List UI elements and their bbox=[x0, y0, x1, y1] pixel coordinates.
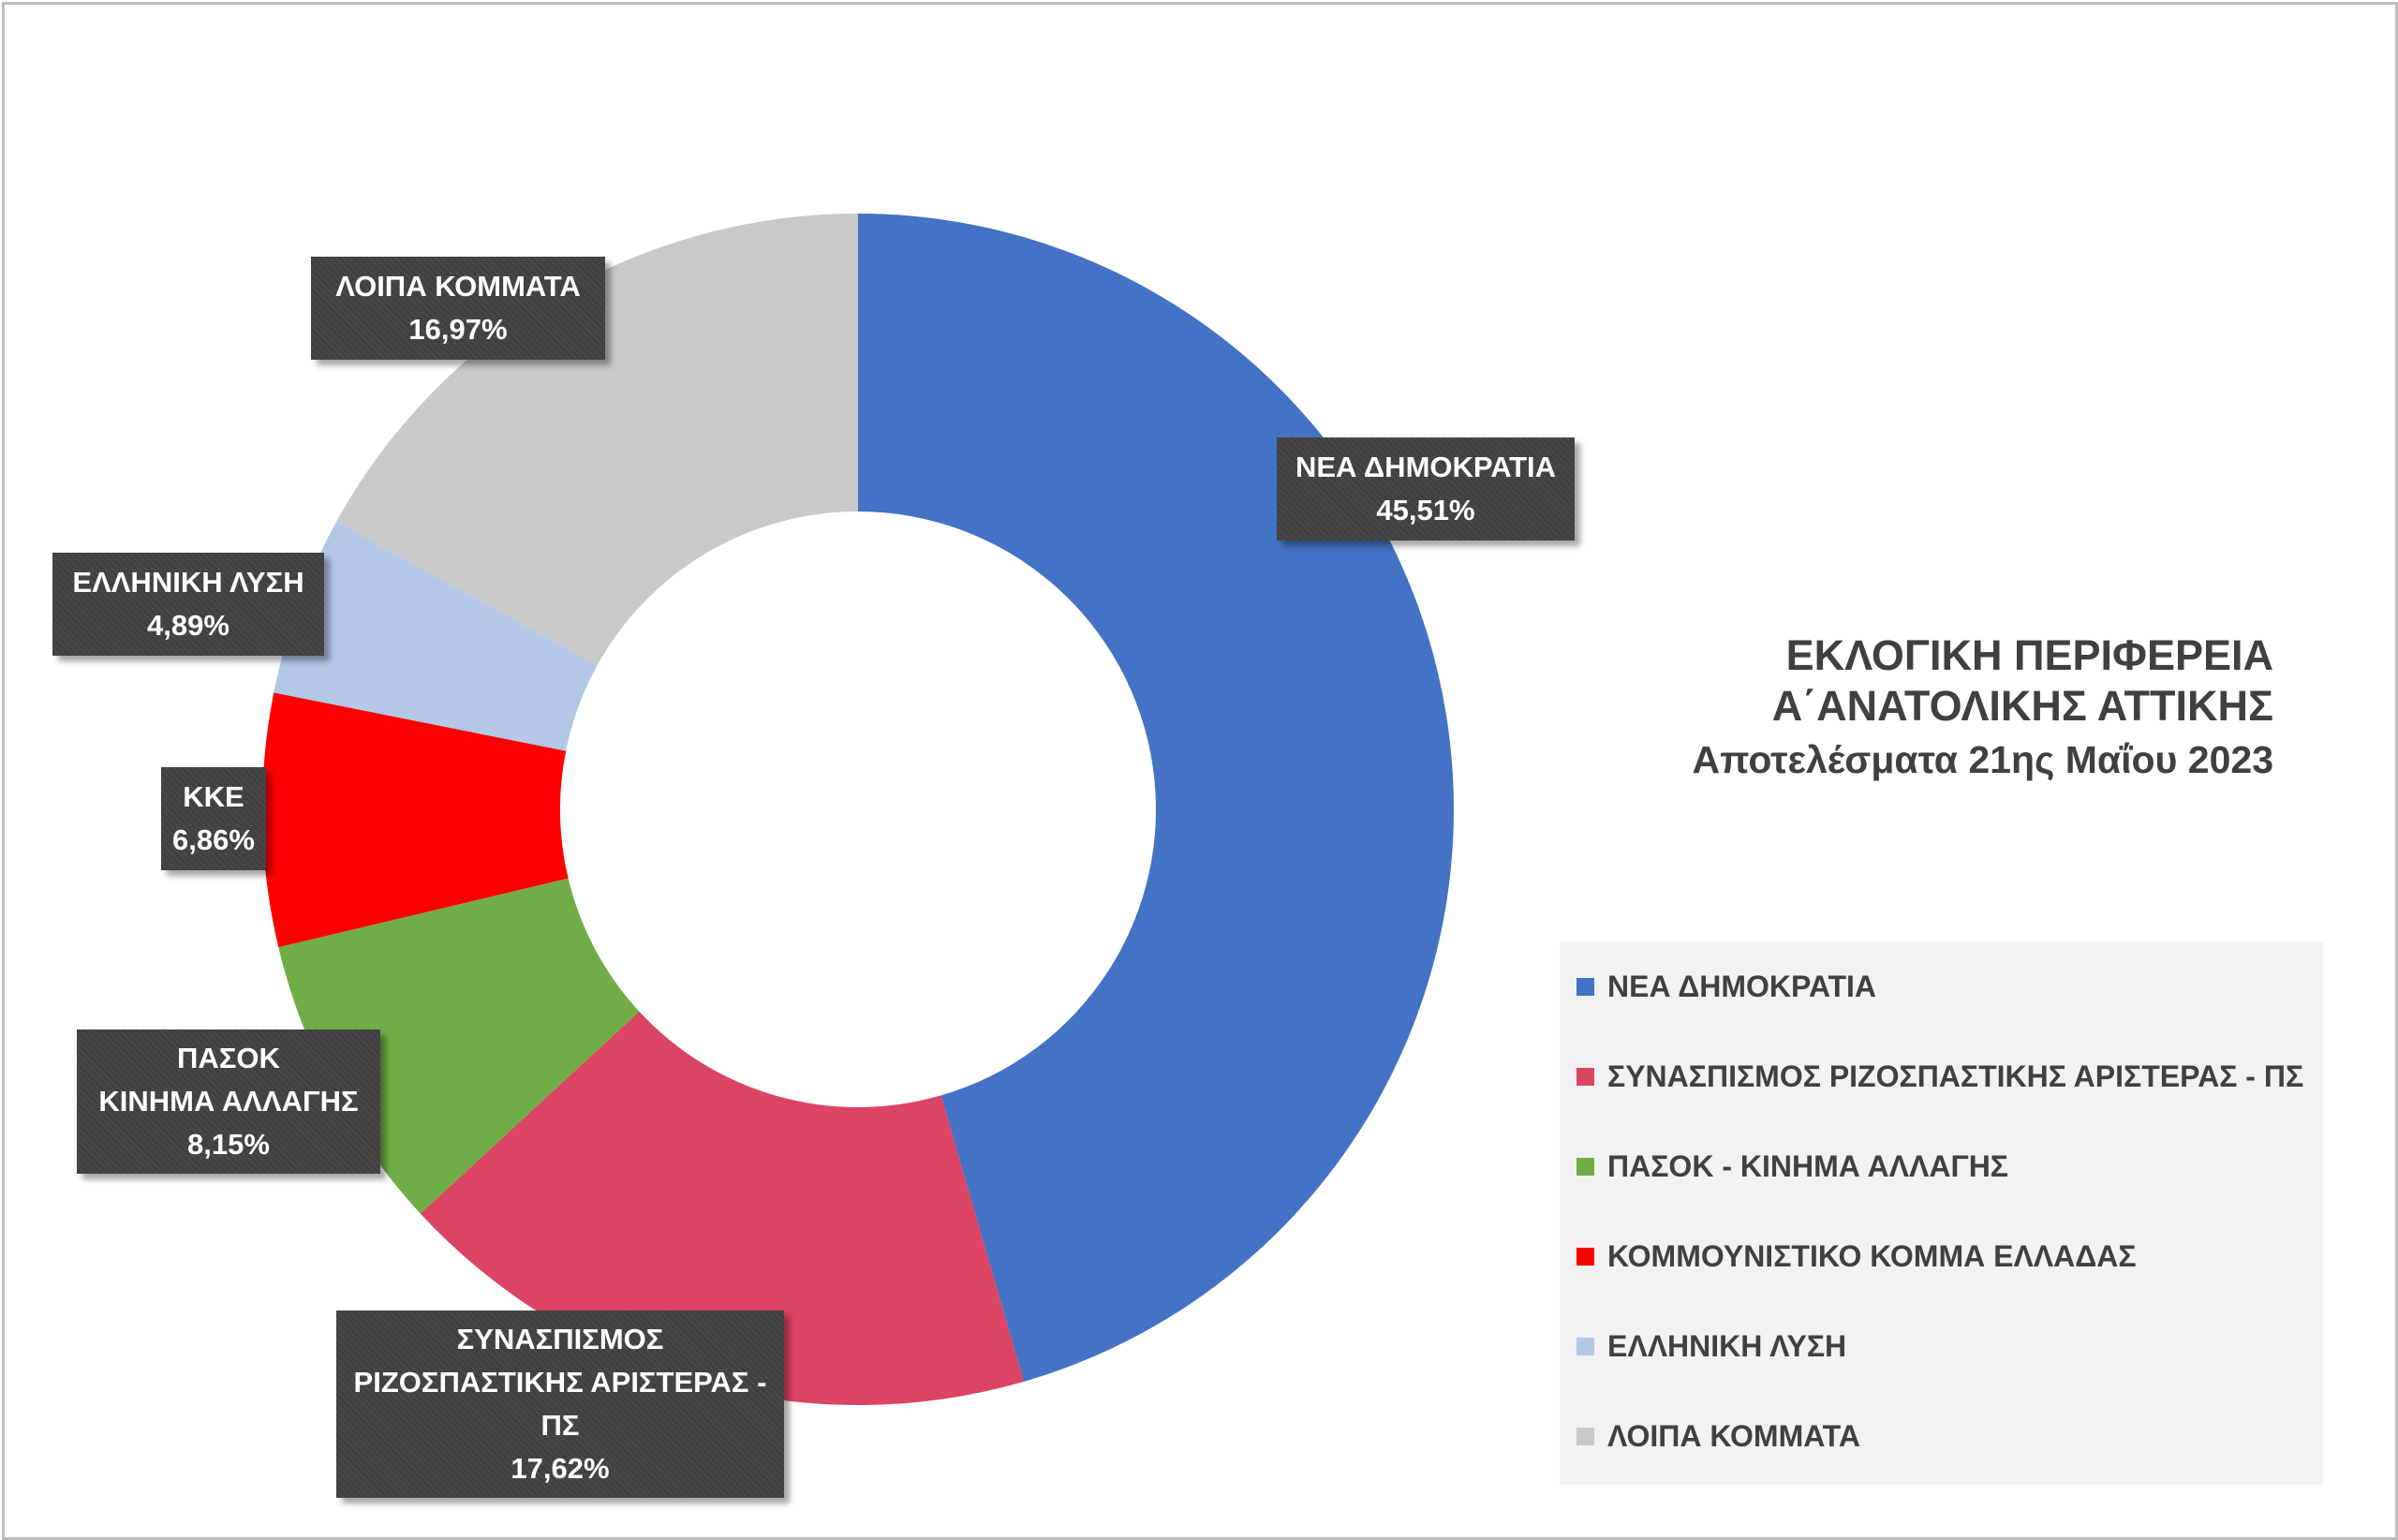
legend-label: ΠΑΣΟΚ - ΚΙΝΗΜΑ ΑΛΛΑΓΗΣ bbox=[1607, 1148, 2008, 1183]
legend-swatch bbox=[1576, 1067, 1594, 1086]
data-label-2: ΠΑΣΟΚ ΚΙΝΗΜΑ ΑΛΛΑΓΗΣ 8,15% bbox=[77, 1029, 380, 1174]
data-label-1: ΣΥΝΑΣΠΙΣΜΟΣ ΡΙΖΟΣΠΑΣΤΙΚΗΣ ΑΡΙΣΤΕΡΑΣ - ΠΣ 17… bbox=[336, 1310, 784, 1498]
data-label-4: ΕΛΛΗΝΙΚΗ ΛΥΣΗ 4,89% bbox=[52, 553, 324, 656]
data-label-value: 4,89% bbox=[147, 609, 229, 642]
legend: ΝΕΑ ΔΗΜΟΚΡΑΤΙΑ ΣΥΝΑΣΠΙΣΜΟΣ ΡΙΖΟΣΠΑΣΤΙΚΗΣ … bbox=[1560, 941, 2323, 1485]
legend-swatch bbox=[1576, 1337, 1594, 1355]
data-label-name-line: ΚΙΝΗΜΑ ΑΛΛΑΓΗΣ bbox=[98, 1085, 359, 1118]
legend-label: ΕΛΛΗΝΙΚΗ ΛΥΣΗ bbox=[1607, 1328, 1847, 1363]
legend-swatch bbox=[1576, 977, 1594, 996]
chart-title-line-2: Α΄ΑΝΑΤΟΛΙΚΗΣ ΑΤΤΙΚΗΣ bbox=[1771, 682, 2273, 730]
data-label-value: 16,97% bbox=[408, 313, 508, 346]
legend-item: ΕΛΛΗΝΙΚΗ ΛΥΣΗ bbox=[1576, 1327, 1846, 1365]
data-label-value: 17,62% bbox=[511, 1452, 610, 1485]
data-label-name-line: ΝΕΑ ΔΗΜΟΚΡΑΤΙΑ bbox=[1295, 451, 1557, 483]
donut-slice-1 bbox=[420, 1011, 1025, 1405]
legend-swatch bbox=[1576, 1427, 1594, 1445]
data-label-value: 8,15% bbox=[187, 1128, 270, 1161]
data-label-3: ΚΚΕ 6,86% bbox=[161, 767, 266, 870]
legend-item: ΚΟΜΜΟΥΝΙΣΤΙΚΟ ΚΟΜΜΑ ΕΛΛΑΔΑΣ bbox=[1576, 1237, 2137, 1275]
legend-label: ΝΕΑ ΔΗΜΟΚΡΑΤΙΑ bbox=[1607, 969, 1876, 1003]
data-label-0: ΝΕΑ ΔΗΜΟΚΡΑΤΙΑ 45,51% bbox=[1277, 437, 1575, 540]
data-label-name-line: ΠΑΣΟΚ bbox=[177, 1042, 280, 1074]
legend-item: ΠΑΣΟΚ - ΚΙΝΗΜΑ ΑΛΛΑΓΗΣ bbox=[1576, 1148, 2008, 1185]
data-label-name-line: ΕΛΛΗΝΙΚΗ ΛΥΣΗ bbox=[72, 566, 304, 599]
donut-slice-5 bbox=[336, 213, 858, 666]
data-label-name-line: ΛΟΙΠΑ ΚΟΜΜΑΤΑ bbox=[335, 270, 581, 303]
chart-subtitle: Αποτελέσματα 21ης Μαΐου 2023 bbox=[1692, 738, 2273, 781]
data-label-name-line: ΣΥΝΑΣΠΙΣΜΟΣ bbox=[456, 1323, 664, 1355]
chart-title-line-1: ΕΚΛΟΓΙΚΗ ΠΕΡΙΦΕΡΕΙΑ bbox=[1785, 631, 2273, 679]
legend-item: ΣΥΝΑΣΠΙΣΜΟΣ ΡΙΖΟΣΠΑΣΤΙΚΗΣ ΑΡΙΣΤΕΡΑΣ - ΠΣ bbox=[1576, 1058, 2303, 1095]
data-label-value: 45,51% bbox=[1376, 494, 1475, 526]
legend-item: ΛΟΙΠΑ ΚΟΜΜΑΤΑ bbox=[1576, 1417, 1860, 1455]
legend-label: ΛΟΙΠΑ ΚΟΜΜΑΤΑ bbox=[1607, 1418, 1860, 1453]
chart-title-block: ΕΚΛΟΓΙΚΗ ΠΕΡΙΦΕΡΕΙΑ Α΄ΑΝΑΤΟΛΙΚΗΣ ΑΤΤΙΚΗΣ… bbox=[1692, 630, 2273, 788]
legend-label: ΣΥΝΑΣΠΙΣΜΟΣ ΡΙΖΟΣΠΑΣΤΙΚΗΣ ΑΡΙΣΤΕΡΑΣ - ΠΣ bbox=[1607, 1059, 2304, 1093]
legend-swatch bbox=[1576, 1247, 1594, 1266]
data-label-value: 6,86% bbox=[172, 823, 255, 856]
legend-label: ΚΟΜΜΟΥΝΙΣΤΙΚΟ ΚΟΜΜΑ ΕΛΛΑΔΑΣ bbox=[1607, 1238, 2137, 1273]
legend-item: ΝΕΑ ΔΗΜΟΚΡΑΤΙΑ bbox=[1576, 968, 1876, 1005]
data-label-5: ΛΟΙΠΑ ΚΟΜΜΑΤΑ 16,97% bbox=[311, 257, 605, 360]
legend-swatch bbox=[1576, 1157, 1594, 1176]
data-label-name-line: ΡΙΖΟΣΠΑΣΤΙΚΗΣ ΑΡΙΣΤΕΡΑΣ - bbox=[353, 1366, 767, 1399]
donut-slice-4 bbox=[274, 521, 598, 751]
data-label-name-line: ΚΚΕ bbox=[183, 780, 244, 813]
data-label-name-line: ΠΣ bbox=[540, 1409, 580, 1442]
donut-slice-3 bbox=[262, 692, 569, 948]
